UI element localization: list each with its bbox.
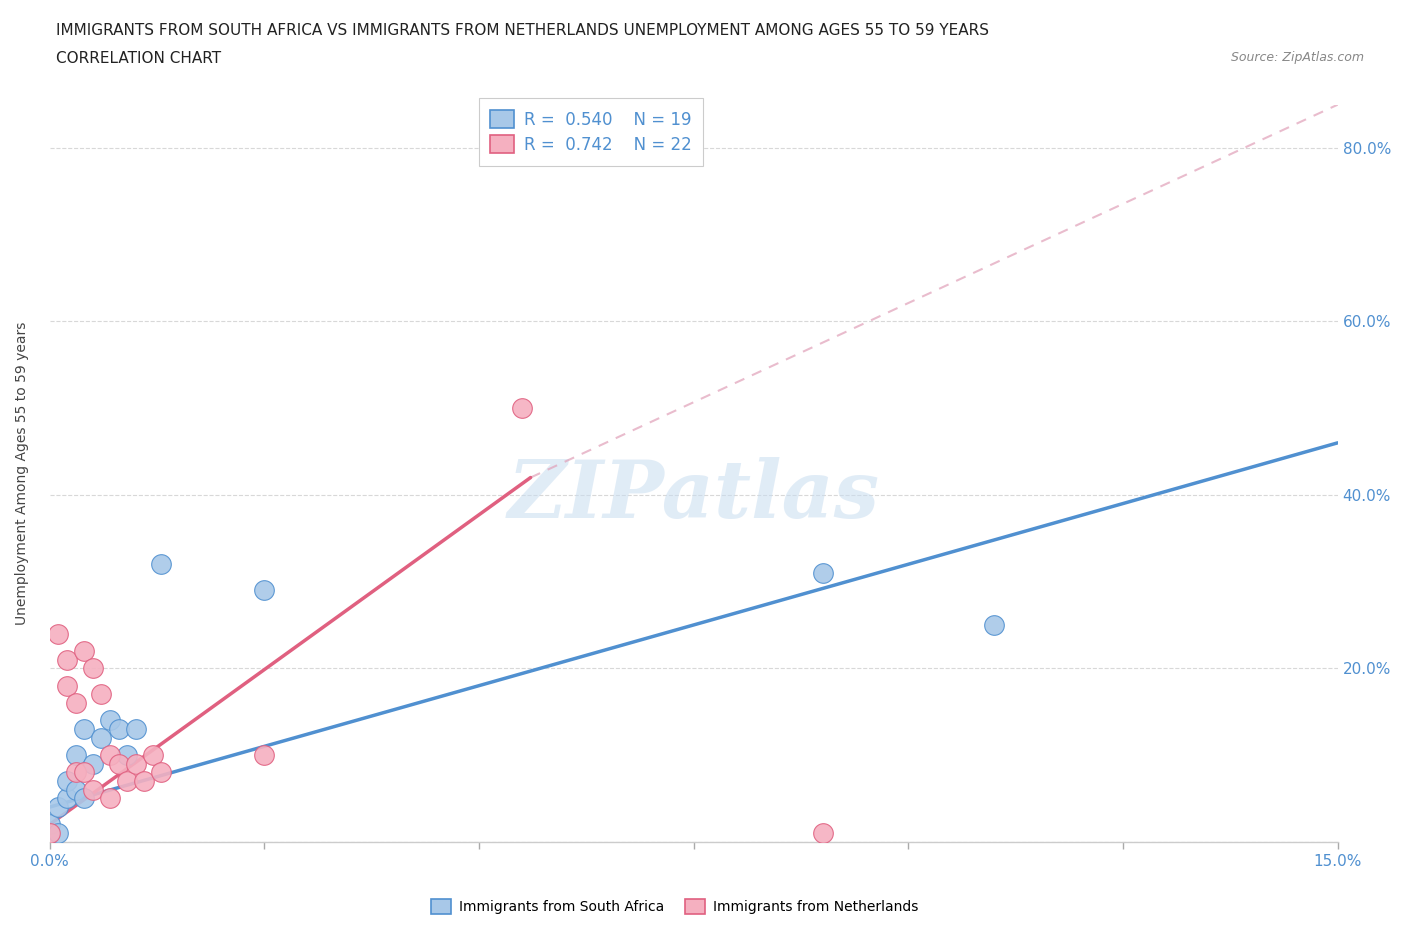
Point: [82, 661, 104, 676]
Point: [253, 583, 276, 598]
Point: [811, 826, 834, 841]
Point: [73, 790, 96, 805]
Point: [73, 644, 96, 658]
Point: [65, 696, 87, 711]
Y-axis label: Unemployment Among Ages 55 to 59 years: Unemployment Among Ages 55 to 59 years: [15, 322, 30, 625]
Point: [56, 790, 79, 805]
Legend: R =  0.540    N = 19, R =  0.742    N = 22: R = 0.540 N = 19, R = 0.742 N = 22: [478, 99, 703, 166]
Point: [90, 687, 112, 702]
Point: [82, 756, 104, 771]
Point: [134, 774, 156, 789]
Point: [56, 774, 79, 789]
Point: [107, 756, 129, 771]
Point: [150, 764, 173, 779]
Point: [811, 565, 834, 580]
Text: CORRELATION CHART: CORRELATION CHART: [56, 51, 221, 66]
Point: [115, 774, 138, 789]
Point: [150, 557, 173, 572]
Legend: Immigrants from South Africa, Immigrants from Netherlands: Immigrants from South Africa, Immigrants…: [427, 895, 922, 919]
Point: [115, 748, 138, 763]
Point: [65, 748, 87, 763]
Point: [510, 401, 533, 416]
Point: [56, 678, 79, 693]
Point: [107, 722, 129, 737]
Point: [142, 748, 165, 763]
Point: [82, 782, 104, 797]
Point: [253, 748, 276, 763]
Point: [98, 713, 121, 728]
Point: [48, 800, 70, 815]
Text: IMMIGRANTS FROM SOUTH AFRICA VS IMMIGRANTS FROM NETHERLANDS UNEMPLOYMENT AMONG A: IMMIGRANTS FROM SOUTH AFRICA VS IMMIGRAN…: [56, 23, 990, 38]
Point: [65, 782, 87, 797]
Point: [125, 722, 148, 737]
Point: [983, 618, 1005, 632]
Point: [98, 748, 121, 763]
Point: [38, 826, 60, 841]
Point: [125, 756, 148, 771]
Point: [48, 626, 70, 641]
Text: Source: ZipAtlas.com: Source: ZipAtlas.com: [1230, 51, 1364, 64]
Point: [38, 817, 60, 831]
Point: [73, 722, 96, 737]
Text: ZIPatlas: ZIPatlas: [508, 457, 880, 534]
Point: [65, 764, 87, 779]
Point: [98, 790, 121, 805]
Point: [56, 652, 79, 667]
Point: [90, 730, 112, 745]
Point: [73, 764, 96, 779]
Point: [48, 826, 70, 841]
